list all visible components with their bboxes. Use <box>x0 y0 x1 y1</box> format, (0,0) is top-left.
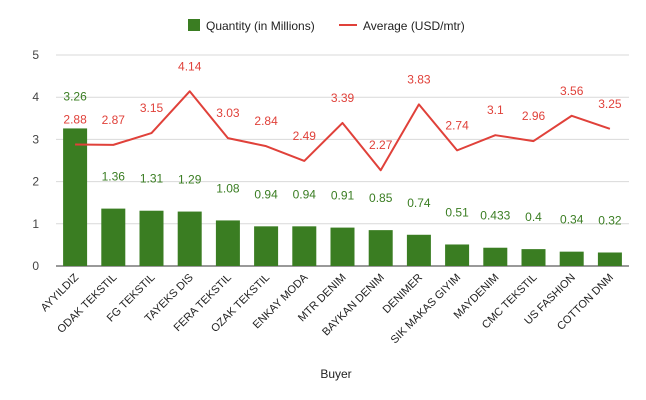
line-data-label: 2.74 <box>445 118 469 132</box>
bar <box>330 227 355 266</box>
line-data-label: 2.84 <box>254 114 278 128</box>
bar-data-label: 1.29 <box>178 173 202 187</box>
bar-data-label: 0.94 <box>293 187 317 201</box>
bar-data-label: 0.34 <box>560 213 584 227</box>
line-data-label: 2.49 <box>293 129 317 143</box>
line-data-label: 2.88 <box>63 112 87 126</box>
y-tick-label: 0 <box>32 259 39 273</box>
bar-data-label: 0.32 <box>598 213 622 227</box>
legend-bar-swatch <box>188 19 200 31</box>
average-line <box>75 90 611 172</box>
line-data-label: 3.1 <box>487 103 504 117</box>
bar-data-labels: 3.26 1.36 1.31 1.29 1.08 0.94 0.94 0.91 0.85 0.74… <box>63 89 621 227</box>
bar <box>597 252 622 266</box>
bar-data-label: 0.4 <box>525 210 542 224</box>
y-tick-label: 2 <box>32 175 39 189</box>
line-data-label: 3.15 <box>140 101 164 115</box>
y-tick-label: 3 <box>32 132 39 146</box>
x-axis-title: Buyer <box>320 367 351 381</box>
line-data-label: 2.87 <box>102 113 126 127</box>
line-data-label: 3.39 <box>331 91 355 105</box>
bar-data-label: 1.31 <box>140 172 164 186</box>
bar <box>254 226 279 266</box>
bar-data-label: 1.08 <box>216 181 240 195</box>
bar <box>139 210 164 266</box>
y-tick-label: 5 <box>32 48 39 62</box>
bar-data-label: 0.51 <box>445 205 469 219</box>
line-series <box>75 90 611 172</box>
line-data-label: 3.25 <box>598 97 622 111</box>
bar-series <box>63 128 622 266</box>
legend-bar-label: Quantity (in Millions) <box>206 19 315 33</box>
bar <box>63 128 88 266</box>
bar <box>215 220 240 266</box>
legend-line-label: Average (USD/mtr) <box>363 19 465 33</box>
y-tick-label: 4 <box>32 90 39 104</box>
line-data-label: 2.96 <box>522 109 546 123</box>
bar <box>368 230 393 266</box>
line-data-label: 3.03 <box>216 106 240 120</box>
bar <box>101 208 126 266</box>
line-data-label: 4.14 <box>178 59 202 73</box>
bar <box>406 234 431 266</box>
line-data-label: 2.27 <box>369 138 393 152</box>
y-tick-label: 1 <box>32 217 39 231</box>
line-data-labels: 2.88 2.87 3.15 4.14 3.03 2.84 2.49 3.39 2.27 3.83… <box>63 59 621 152</box>
bar <box>483 247 508 266</box>
bar <box>177 211 202 266</box>
bar <box>521 249 546 266</box>
bar <box>559 251 584 266</box>
bar-data-label: 3.26 <box>63 89 87 103</box>
bar-data-label: 0.94 <box>254 187 278 201</box>
line-data-label: 3.83 <box>407 72 431 86</box>
bar-data-label: 0.85 <box>369 191 393 205</box>
bar <box>292 226 317 266</box>
y-axis-ticks: 0 1 2 3 4 5 <box>32 48 39 273</box>
legend: Quantity (in Millions) Average (USD/mtr) <box>188 19 465 33</box>
x-tick-label: SIK MAKAS GIYIM <box>389 272 464 347</box>
bar-data-label: 0.74 <box>407 196 431 210</box>
bar-data-label: 0.91 <box>331 189 355 203</box>
line-data-label: 3.56 <box>560 84 584 98</box>
bar-data-label: 0.433 <box>480 209 510 223</box>
bar-data-label: 1.36 <box>102 170 126 184</box>
bar <box>445 244 470 266</box>
